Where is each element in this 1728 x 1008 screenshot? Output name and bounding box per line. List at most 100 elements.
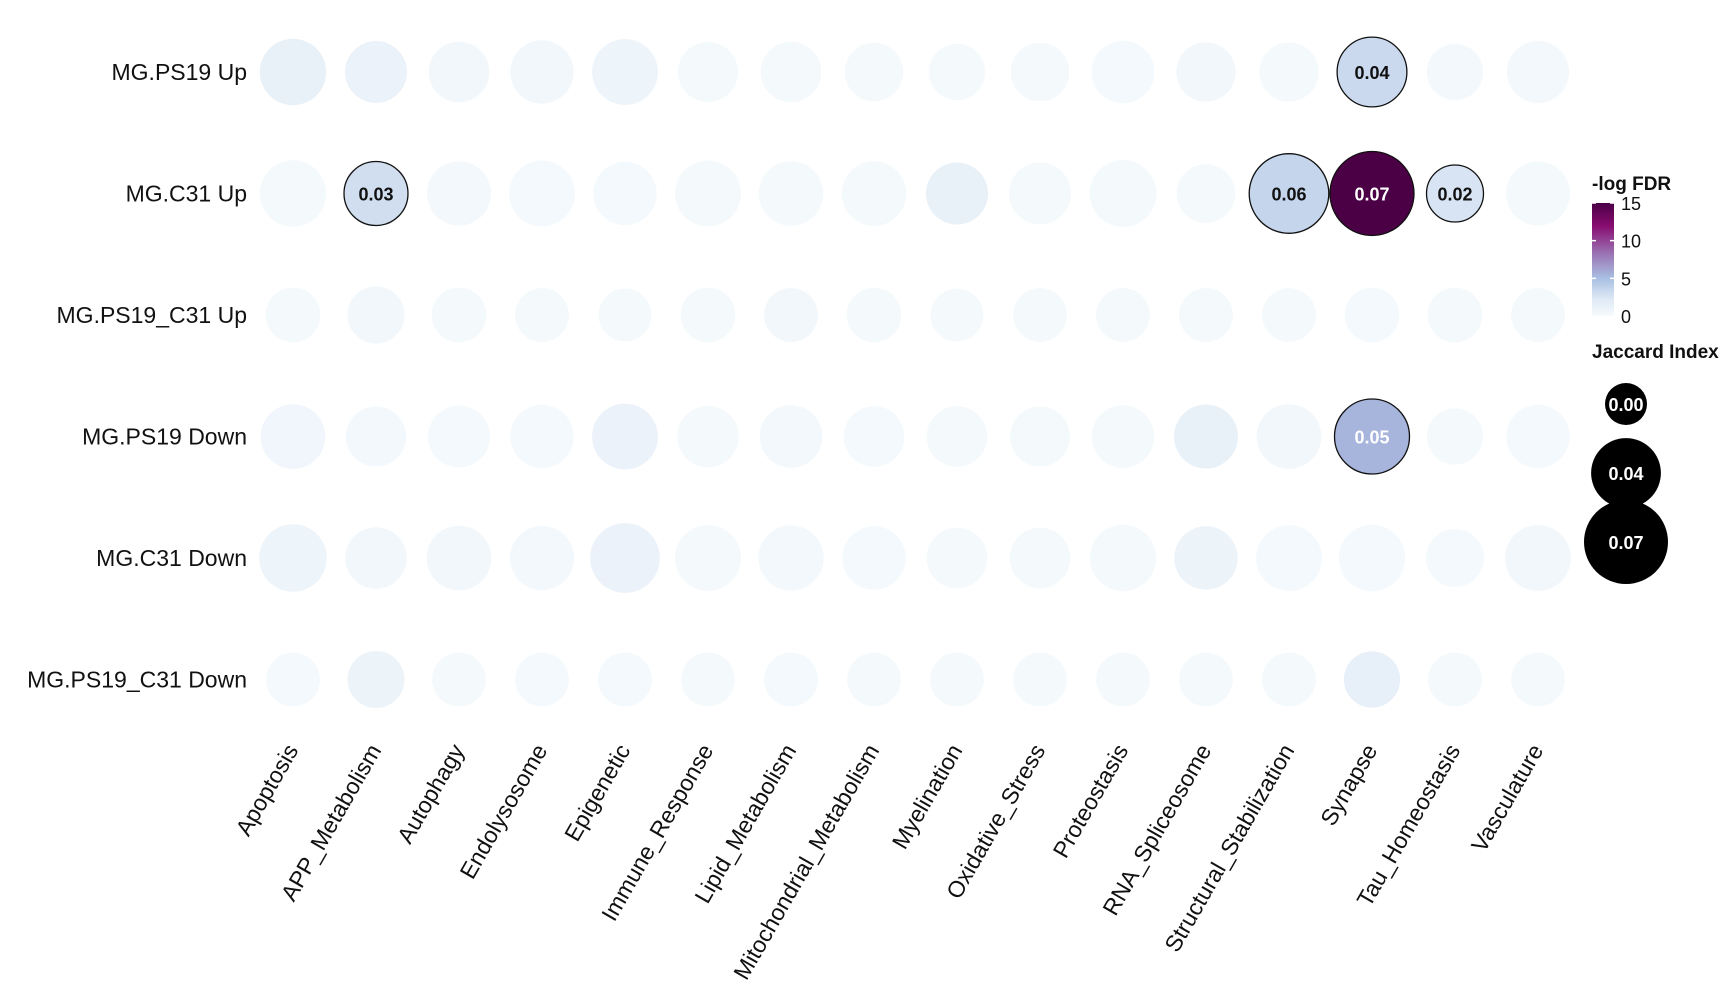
dot	[1329, 150, 1415, 237]
size-key-label: 0.00	[1608, 395, 1643, 415]
dot	[347, 651, 405, 708]
size-key-label: 0.07	[1608, 533, 1643, 553]
dot	[1013, 652, 1067, 707]
dot	[592, 39, 658, 105]
dot	[345, 41, 407, 103]
dot	[1344, 287, 1400, 343]
dot	[1010, 406, 1070, 467]
dot	[764, 288, 818, 342]
dot	[515, 288, 569, 342]
color-legend-bar	[1592, 203, 1614, 316]
dot	[1425, 164, 1485, 223]
dot	[431, 287, 487, 343]
row-label: MG.C31 Up	[126, 181, 247, 207]
color-tick-label: 10	[1621, 232, 1641, 252]
column-label: Mitochondrial_Metabolism	[728, 740, 884, 984]
dot	[842, 526, 906, 590]
dot	[1256, 404, 1322, 469]
row-label: MG.PS19 Up	[112, 59, 248, 85]
size-legend-keys: 0.00 0.04 0.07	[1584, 383, 1668, 584]
dot	[758, 161, 824, 226]
dot	[346, 406, 406, 467]
column-label: Epigenetic	[559, 740, 635, 846]
dot	[681, 652, 735, 707]
dot	[1426, 529, 1484, 587]
dot-label: 0.04	[1354, 63, 1389, 83]
dot	[1506, 404, 1570, 469]
row-label: MG.PS19 Down	[82, 424, 247, 450]
dot	[592, 403, 658, 470]
color-legend-ticks: 0 5 10 15	[1592, 194, 1641, 327]
dot	[1262, 288, 1316, 342]
size-key-label: 0.04	[1608, 464, 1643, 484]
dot	[345, 527, 407, 589]
dot	[260, 404, 326, 469]
size-legend-title: Jaccard Index	[1592, 342, 1719, 363]
column-label: Endolysosome	[454, 740, 552, 884]
row-label: MG.C31 Down	[96, 545, 247, 571]
dot	[1013, 288, 1067, 342]
dot	[675, 160, 741, 227]
dot-label: 0.02	[1437, 185, 1472, 205]
column-label: Apoptosis	[230, 740, 303, 840]
dot	[1427, 287, 1483, 343]
dot-label: 0.06	[1271, 185, 1306, 205]
color-tick-label: 0	[1621, 307, 1631, 327]
dot	[930, 652, 984, 707]
dot	[1511, 288, 1565, 342]
dot	[1174, 526, 1238, 590]
size-key-dot	[1605, 383, 1647, 425]
color-tick-label: 5	[1621, 269, 1631, 289]
dot	[1096, 288, 1150, 342]
dot	[759, 405, 823, 468]
dot	[1089, 524, 1157, 592]
dot	[847, 652, 901, 707]
dot	[1343, 651, 1401, 708]
column-label: Autophagy	[392, 739, 470, 848]
size-key-dot	[1591, 438, 1661, 508]
dot	[1179, 288, 1233, 342]
dot	[1091, 40, 1155, 104]
dot-label: 0.07	[1354, 185, 1389, 205]
dot	[510, 404, 574, 469]
dot	[1259, 42, 1319, 102]
dot	[675, 525, 741, 591]
dot	[259, 38, 327, 106]
dot	[259, 524, 327, 592]
dot	[1426, 408, 1484, 465]
dot	[1176, 42, 1236, 102]
color-legend-title: -log FDR	[1592, 174, 1671, 195]
dot	[1505, 525, 1571, 591]
dot	[510, 526, 574, 590]
dot	[1256, 525, 1322, 591]
dot	[598, 652, 652, 707]
dot	[1176, 164, 1236, 223]
dot	[678, 42, 738, 102]
dot	[1096, 652, 1150, 707]
dot	[1179, 652, 1233, 707]
dot	[1338, 524, 1406, 592]
dot	[846, 287, 902, 343]
dot	[1174, 404, 1238, 469]
dot	[509, 160, 575, 227]
dot	[680, 287, 736, 343]
dot	[843, 406, 905, 467]
dot-label: 0.05	[1354, 428, 1389, 448]
dot	[926, 406, 988, 467]
dot	[841, 161, 907, 226]
dot	[1089, 160, 1157, 227]
dot	[598, 288, 652, 342]
dot	[510, 40, 574, 104]
dot	[515, 652, 569, 707]
dot	[427, 161, 491, 226]
dot	[1336, 36, 1408, 108]
dot	[926, 162, 988, 225]
dot	[347, 286, 405, 344]
dot	[593, 161, 657, 226]
dot	[1333, 398, 1411, 475]
dot	[428, 405, 490, 468]
dot	[1091, 405, 1155, 468]
